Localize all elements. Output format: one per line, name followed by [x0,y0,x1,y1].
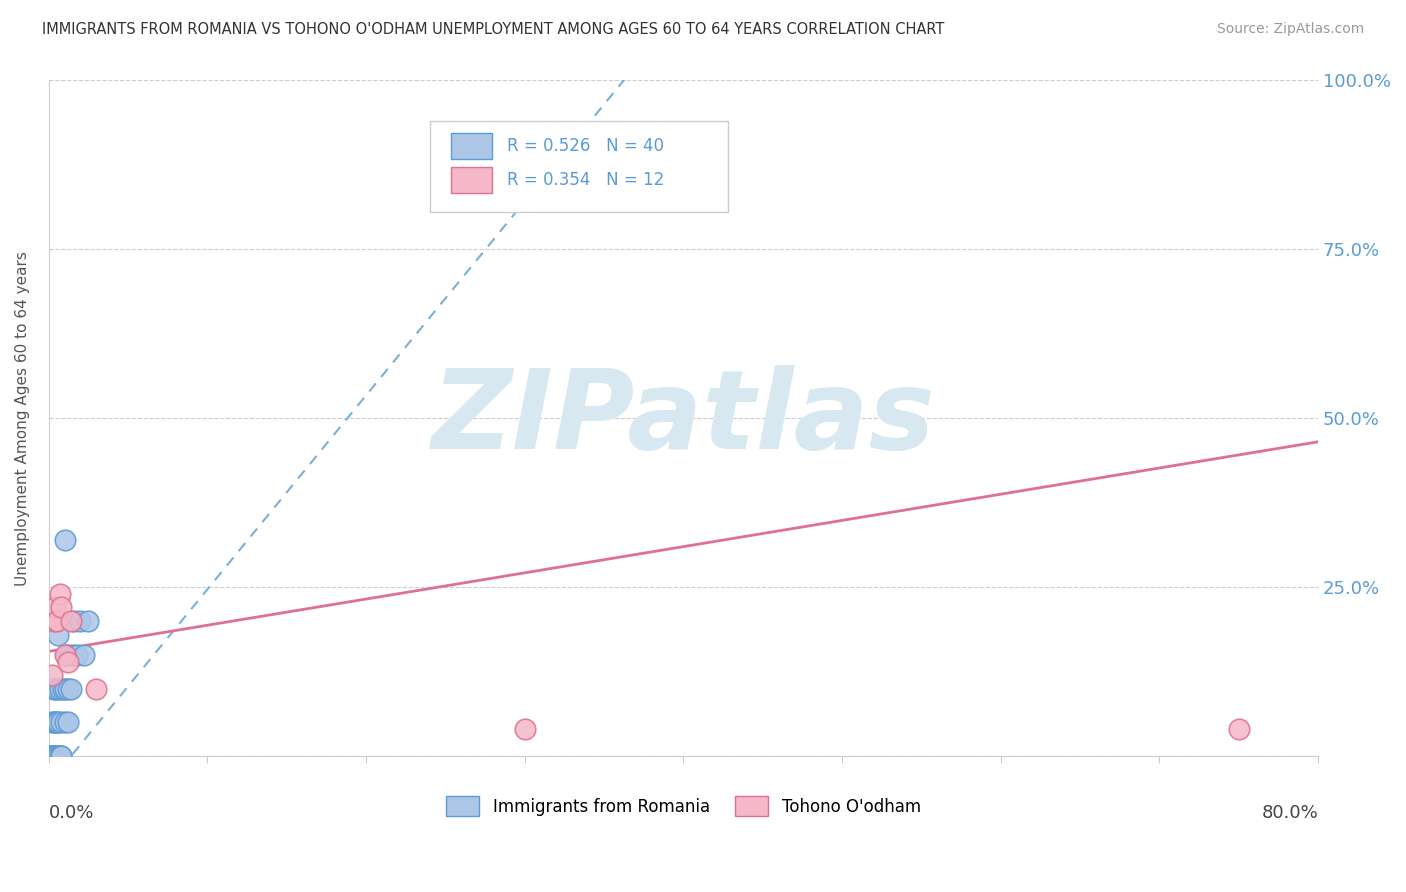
Point [58,648,80,662]
Point [44,715,66,730]
Text: ZIPatlas: ZIPatlas [432,365,935,472]
Text: R = 0.354   N = 12: R = 0.354 N = 12 [508,171,664,189]
FancyBboxPatch shape [430,120,728,212]
Text: 80.0%: 80.0% [1261,804,1319,822]
Point [51,749,73,764]
Point [49,749,72,764]
Point [42,681,65,696]
Point [63,614,86,628]
Point [46,627,69,641]
Point [513,722,536,736]
Point [51,715,73,730]
Point [44,749,66,764]
Point [51,600,73,615]
Bar [451,167,492,193]
Point [86,681,108,696]
Point [59,614,82,628]
Point [53,681,76,696]
Point [41,715,63,730]
Point [46,749,69,764]
Point [53,648,76,662]
Point [42,715,65,730]
Bar [451,134,492,159]
Point [44,600,66,615]
Point [77,614,100,628]
Text: IMMIGRANTS FROM ROMANIA VS TOHONO O'ODHAM UNEMPLOYMENT AMONG AGES 60 TO 64 YEARS: IMMIGRANTS FROM ROMANIA VS TOHONO O'ODHA… [42,22,945,37]
Point [1227,722,1250,736]
Point [45,681,67,696]
Point [56,681,79,696]
Point [39,749,62,764]
Point [39,749,62,764]
Point [44,681,66,696]
Point [49,681,72,696]
Text: 0.0%: 0.0% [49,804,94,822]
Text: R = 0.526   N = 40: R = 0.526 N = 40 [508,137,664,155]
Text: Source: ZipAtlas.com: Source: ZipAtlas.com [1216,22,1364,37]
Point [69,614,91,628]
Point [41,749,63,764]
Point [45,715,67,730]
Legend: Immigrants from Romania, Tohono O'odham: Immigrants from Romania, Tohono O'odham [440,789,928,822]
Point [41,749,63,764]
Point [39,749,62,764]
Point [46,715,69,730]
Point [62,648,84,662]
Point [55,648,77,662]
Point [42,749,65,764]
Point [56,655,79,669]
Point [45,614,67,628]
Point [51,749,73,764]
Point [49,587,72,601]
Point [66,648,89,662]
Point [53,533,76,547]
Point [53,715,76,730]
Point [45,749,67,764]
Point [59,681,82,696]
Y-axis label: Unemployment Among Ages 60 to 64 years: Unemployment Among Ages 60 to 64 years [15,251,30,585]
Point [42,749,65,764]
Point [41,668,63,682]
Point [42,614,65,628]
Point [52,681,75,696]
Point [56,715,79,730]
Point [73,648,96,662]
Point [41,749,63,764]
